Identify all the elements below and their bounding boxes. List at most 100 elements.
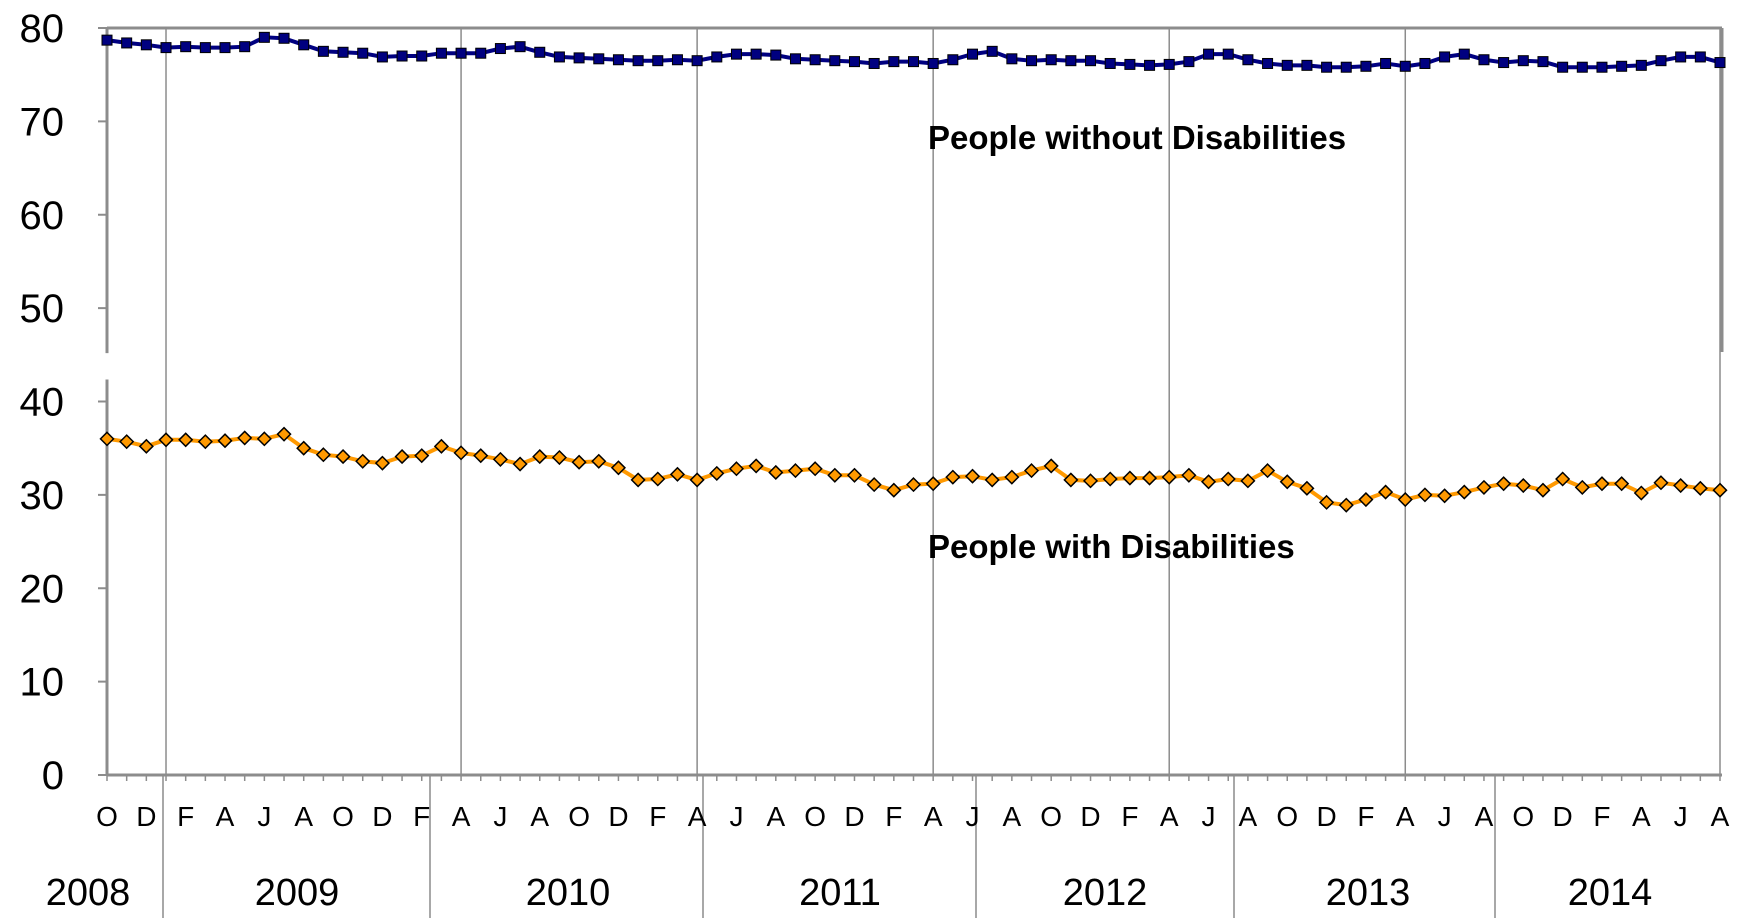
data-point	[514, 41, 526, 53]
data-point	[1635, 59, 1647, 71]
data-point	[335, 449, 351, 465]
data-point	[1203, 48, 1215, 60]
data-point	[947, 54, 959, 66]
x-tick-label: D	[136, 801, 156, 832]
x-tick-label: J	[257, 801, 271, 832]
data-point	[121, 37, 133, 49]
data-point	[1004, 469, 1020, 485]
data-point	[258, 31, 270, 43]
data-point	[1319, 494, 1335, 510]
x-tick-label: J	[966, 801, 980, 832]
x-tick-label: F	[885, 801, 902, 832]
x-tick-label: D	[844, 801, 864, 832]
x-tick-label: A	[1396, 801, 1415, 832]
data-point	[1397, 491, 1413, 508]
y-tick-label: 80	[20, 7, 65, 51]
data-point	[1161, 469, 1177, 485]
x-tick-label: J	[729, 801, 743, 832]
data-point	[1714, 57, 1726, 69]
axes	[98, 26, 1724, 781]
series-line-1	[106, 432, 1721, 508]
data-point	[573, 52, 585, 64]
data-point	[886, 482, 902, 498]
year-label: 2008	[46, 872, 131, 914]
data-point	[178, 432, 194, 448]
data-point	[848, 56, 860, 68]
data-point	[1281, 59, 1293, 71]
data-point	[1063, 472, 1079, 488]
data-point	[1321, 61, 1333, 73]
data-point	[709, 465, 725, 481]
data-point	[652, 55, 664, 67]
x-tick-label: F	[649, 801, 666, 832]
year-label: 2012	[1063, 872, 1148, 914]
y-tick-label: 10	[20, 661, 65, 705]
data-point	[355, 453, 371, 469]
data-point	[1399, 60, 1411, 72]
x-tick-label: A	[766, 801, 785, 832]
data-point	[1085, 55, 1097, 67]
data-point	[1576, 61, 1588, 73]
data-point	[1360, 60, 1372, 72]
data-point	[1338, 497, 1354, 513]
year-label: 2009	[255, 872, 340, 914]
data-point	[1163, 58, 1175, 70]
x-tick-label: F	[1357, 801, 1374, 832]
data-point	[927, 57, 939, 69]
data-point	[1104, 57, 1116, 69]
data-point	[414, 448, 430, 464]
data-point	[827, 467, 843, 483]
data-point	[453, 445, 469, 461]
data-point	[945, 469, 961, 485]
data-point	[1535, 482, 1551, 498]
data-point	[219, 42, 231, 54]
data-point	[494, 43, 506, 55]
data-point	[593, 53, 605, 65]
data-point	[1419, 57, 1431, 69]
x-tick-label: D	[1553, 801, 1573, 832]
data-point	[199, 42, 211, 54]
x-tick-label: A	[530, 801, 549, 832]
data-point	[984, 472, 1000, 488]
data-point	[119, 434, 135, 450]
series-layer	[99, 31, 1728, 513]
data-point	[396, 50, 408, 62]
data-point	[1183, 56, 1195, 68]
data-point	[138, 438, 154, 454]
data-point	[1045, 54, 1057, 66]
y-tick-label: 60	[20, 194, 65, 238]
data-point	[1633, 485, 1649, 501]
data-point	[829, 55, 841, 67]
data-point	[964, 468, 981, 484]
data-point	[239, 41, 251, 53]
data-point	[632, 55, 644, 67]
vertical-gridlines	[162, 28, 1721, 918]
y-tick-label: 70	[20, 100, 65, 144]
y-tick-labels: 0 10 20 30 40 50 60 70 80	[20, 7, 65, 798]
data-point	[99, 431, 115, 447]
data-point	[1614, 476, 1630, 492]
data-point	[1439, 51, 1451, 63]
x-tick-label: F	[413, 801, 430, 832]
data-point	[807, 461, 823, 477]
data-point	[689, 472, 705, 488]
data-point	[925, 476, 941, 492]
data-point	[337, 46, 349, 58]
x-tick-label: A	[1632, 801, 1651, 832]
data-point	[1279, 474, 1295, 490]
data-point	[1124, 58, 1136, 70]
data-point	[180, 41, 192, 53]
data-point	[1141, 470, 1158, 486]
data-point	[612, 54, 624, 66]
data-point	[160, 42, 172, 54]
data-point	[905, 477, 922, 493]
data-point	[610, 460, 626, 476]
data-point	[1358, 491, 1374, 508]
data-point	[768, 464, 784, 481]
data-point	[1458, 48, 1470, 60]
x-tick-label: O	[1040, 801, 1062, 832]
data-point	[868, 57, 880, 69]
data-point	[1220, 471, 1236, 487]
data-point	[1478, 54, 1490, 66]
